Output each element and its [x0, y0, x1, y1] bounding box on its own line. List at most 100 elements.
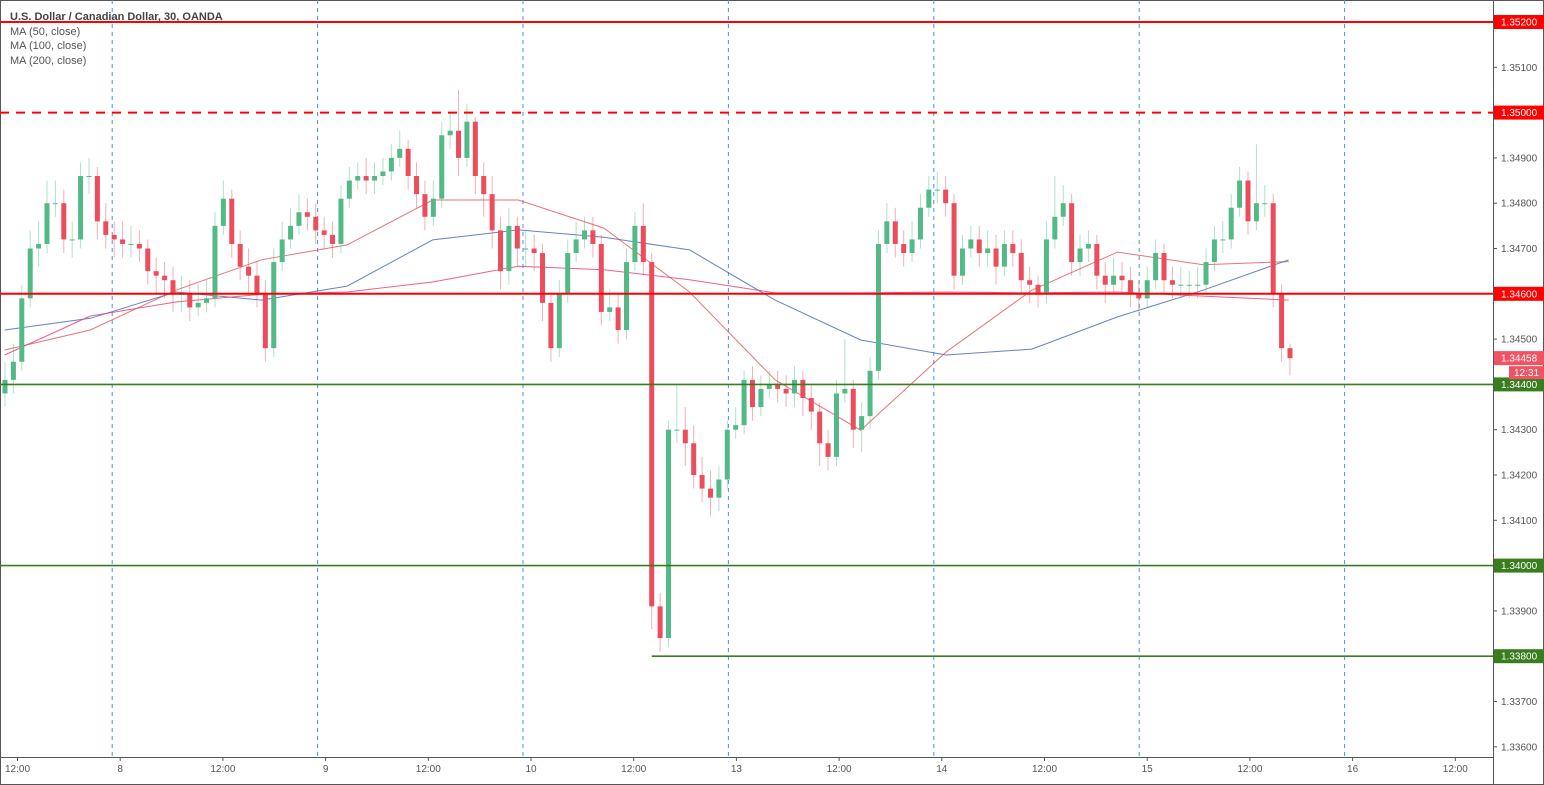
candle[interactable]	[78, 162, 84, 249]
candle[interactable]	[1228, 194, 1234, 249]
candle[interactable]	[1270, 194, 1276, 308]
candle[interactable]	[271, 248, 277, 358]
candle[interactable]	[523, 230, 529, 267]
candle[interactable]	[1043, 221, 1049, 303]
candle[interactable]	[749, 366, 755, 421]
candle[interactable]	[430, 180, 436, 226]
candle[interactable]	[1069, 194, 1075, 276]
candle[interactable]	[934, 171, 940, 204]
candle[interactable]	[439, 121, 445, 208]
candle[interactable]	[220, 180, 226, 235]
candle[interactable]	[691, 425, 697, 489]
candle[interactable]	[985, 230, 991, 267]
candle[interactable]	[1052, 176, 1058, 249]
candle[interactable]	[237, 230, 243, 281]
candle[interactable]	[531, 234, 537, 272]
candle[interactable]	[170, 266, 176, 312]
candle[interactable]	[388, 144, 394, 181]
candle[interactable]	[850, 379, 856, 448]
candle[interactable]	[61, 189, 67, 254]
candle[interactable]	[775, 370, 781, 403]
candle[interactable]	[506, 207, 512, 285]
legend-ma200[interactable]: MA (200, close)	[10, 54, 87, 67]
candle[interactable]	[187, 280, 193, 321]
candle[interactable]	[917, 194, 923, 249]
candle[interactable]	[976, 225, 982, 267]
candle[interactable]	[229, 189, 235, 258]
candle[interactable]	[44, 180, 50, 254]
candle[interactable]	[1111, 257, 1117, 294]
candle[interactable]	[397, 130, 403, 167]
candle[interactable]	[573, 221, 579, 263]
candle[interactable]	[808, 384, 814, 430]
candle[interactable]	[372, 162, 378, 195]
candle[interactable]	[1001, 230, 1007, 276]
candle[interactable]	[640, 203, 646, 276]
candle[interactable]	[598, 234, 604, 326]
candle[interactable]	[94, 166, 100, 240]
candle[interactable]	[36, 221, 42, 267]
candle[interactable]	[514, 216, 520, 267]
candle[interactable]	[716, 465, 722, 512]
candle[interactable]	[867, 357, 873, 430]
candle[interactable]	[1220, 221, 1226, 254]
candle[interactable]	[825, 429, 831, 471]
candle[interactable]	[632, 212, 638, 272]
candle[interactable]	[338, 185, 344, 254]
legend-ma100[interactable]: MA (100, close)	[10, 40, 87, 52]
candle[interactable]	[649, 253, 655, 630]
candle[interactable]	[1211, 225, 1217, 272]
candle[interactable]	[875, 230, 881, 380]
candle[interactable]	[783, 375, 789, 408]
candle[interactable]	[162, 262, 168, 299]
candle[interactable]	[951, 194, 957, 290]
candle[interactable]	[346, 166, 352, 208]
candle[interactable]	[699, 456, 705, 503]
candle[interactable]	[363, 157, 369, 195]
candle[interactable]	[464, 103, 470, 167]
candle[interactable]	[1153, 239, 1159, 290]
candle[interactable]	[926, 176, 932, 217]
candle[interactable]	[1085, 230, 1091, 263]
candle[interactable]	[657, 592, 663, 652]
candle[interactable]	[212, 212, 218, 308]
candle[interactable]	[892, 207, 898, 258]
candle[interactable]	[724, 420, 730, 489]
candle[interactable]	[909, 221, 915, 263]
candle[interactable]	[204, 280, 210, 312]
candle[interactable]	[380, 157, 386, 186]
candle[interactable]	[817, 402, 823, 466]
candle[interactable]	[405, 139, 411, 190]
candle[interactable]	[1262, 185, 1268, 217]
candle[interactable]	[1094, 234, 1100, 290]
candle[interactable]	[120, 221, 126, 258]
candle[interactable]	[1136, 280, 1142, 312]
candle[interactable]	[481, 162, 487, 217]
candle[interactable]	[665, 420, 671, 648]
candle[interactable]	[1102, 262, 1108, 303]
candle[interactable]	[901, 230, 907, 267]
candle[interactable]	[447, 112, 453, 149]
candle[interactable]	[1237, 166, 1243, 217]
candle[interactable]	[288, 207, 294, 249]
candle[interactable]	[959, 234, 965, 285]
candle[interactable]	[86, 157, 92, 195]
candle[interactable]	[145, 239, 151, 285]
candle[interactable]	[615, 293, 621, 344]
candle[interactable]	[707, 470, 713, 516]
candle[interactable]	[304, 198, 310, 231]
candle[interactable]	[321, 216, 327, 249]
candle[interactable]	[1027, 266, 1033, 303]
candle[interactable]	[582, 216, 588, 249]
candle[interactable]	[548, 293, 554, 362]
candle[interactable]	[833, 379, 839, 466]
candle[interactable]	[1060, 185, 1066, 226]
candle[interactable]	[1245, 171, 1251, 235]
candle[interactable]	[52, 180, 58, 217]
candle[interactable]	[968, 225, 974, 258]
candle[interactable]	[884, 203, 890, 254]
candle[interactable]	[355, 162, 361, 190]
candle[interactable]	[1253, 144, 1259, 231]
candle[interactable]	[1287, 343, 1293, 376]
